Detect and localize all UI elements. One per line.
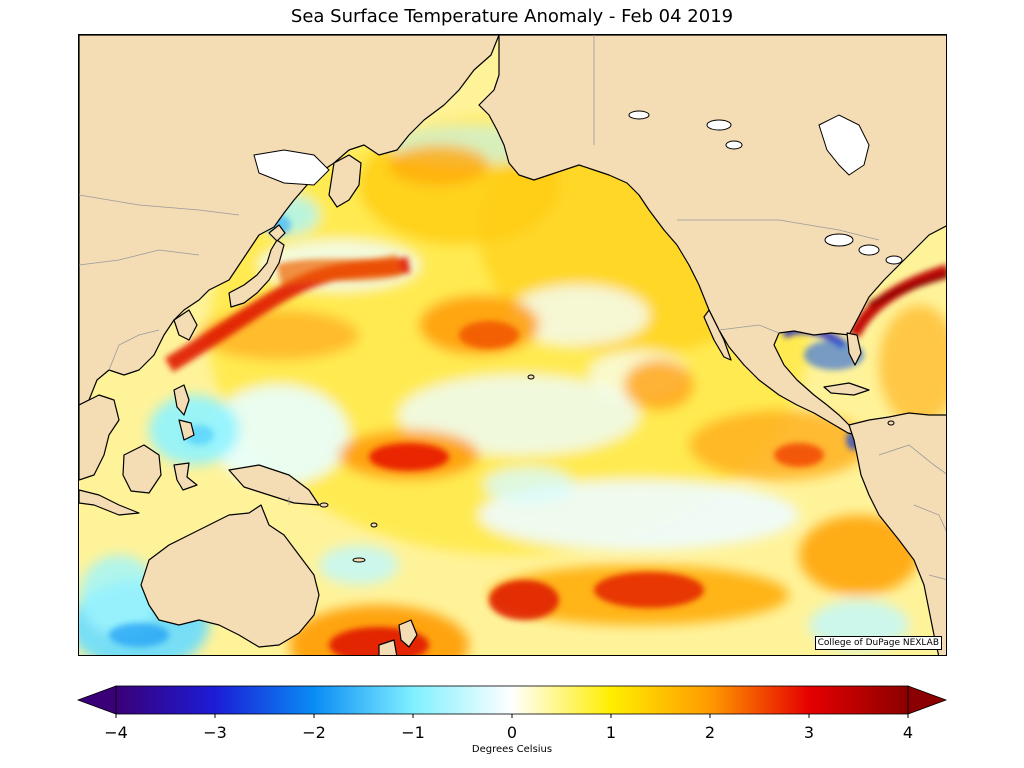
colorbar-tick-label: 2	[705, 723, 715, 742]
colorbar-tick-label: 3	[804, 723, 814, 742]
map-panel: College of DuPage NEXLAB	[78, 34, 947, 656]
colorbar-gradient	[115, 685, 909, 715]
colorbar-tick-label: 4	[903, 723, 913, 742]
colorbar: −4 −3 −2 −1 0 1 2 3 4	[76, 685, 948, 742]
colorbar-extend-min	[76, 685, 117, 715]
land-australia	[140, 504, 320, 648]
colorbar-tick-label: −2	[302, 723, 326, 742]
land-asia	[79, 35, 500, 406]
colorbar-ticks: −4 −3 −2 −1 0 1 2 3 4	[104, 714, 913, 742]
credit-label: College of DuPage NEXLAB	[814, 636, 942, 650]
land-korea	[173, 309, 198, 341]
colorbar-tick-label: 0	[507, 723, 517, 742]
inland-water	[253, 110, 903, 265]
land-borneo	[122, 444, 162, 494]
map-title: Sea Surface Temperature Anomaly - Feb 04…	[290, 6, 734, 27]
land-indochina	[79, 394, 120, 481]
anomaly-map	[79, 35, 946, 655]
land-south-america	[848, 412, 946, 655]
land-japan	[228, 239, 285, 308]
colorbar-tick-label: 1	[606, 723, 616, 742]
land-kamchatka	[328, 154, 362, 208]
islands	[319, 374, 895, 563]
colorbar-extend-max	[907, 685, 948, 715]
colorbar-tick-label: −4	[104, 723, 128, 742]
colorbar-tick-label: −3	[203, 723, 227, 742]
colorbar-tick-label: −1	[401, 723, 425, 742]
land-new-guinea	[228, 464, 320, 506]
country-borders	[79, 35, 946, 580]
colorbar-label: Degrees Celsius	[471, 744, 553, 755]
land-new-zealand	[398, 619, 418, 648]
